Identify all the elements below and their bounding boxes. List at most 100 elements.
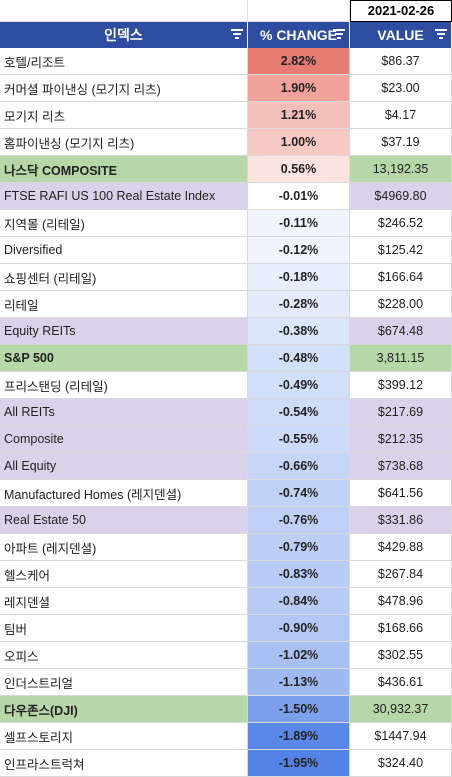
value-cell[interactable]: $641.56 xyxy=(350,480,452,506)
index-name-cell[interactable]: 지역몰 (리테일) xyxy=(0,210,248,236)
index-name-cell[interactable]: 쇼핑센터 (리테일) xyxy=(0,264,248,290)
value-cell[interactable]: $168.66 xyxy=(350,615,452,641)
table-row: 헬스케어 -0.83% $267.84 xyxy=(0,561,452,588)
header-row: 인덱스 % CHANGE VALUE xyxy=(0,22,452,48)
index-name-cell[interactable]: 레지덴셜 xyxy=(0,588,248,614)
change-cell[interactable]: -1.95% xyxy=(248,750,350,776)
index-name-cell[interactable]: 프리스탠딩 (리테일) xyxy=(0,372,248,398)
change-cell[interactable]: -0.90% xyxy=(248,615,350,641)
index-name-cell[interactable]: FTSE RAFI US 100 Real Estate Index xyxy=(0,183,248,209)
date-cell[interactable]: 2021-02-26 xyxy=(350,0,452,22)
value-cell[interactable]: $246.52 xyxy=(350,210,452,236)
change-cell[interactable]: -0.76% xyxy=(248,507,350,533)
table-row: Composite -0.55% $212.35 xyxy=(0,426,452,453)
change-cell[interactable]: -0.28% xyxy=(248,291,350,317)
index-name-cell[interactable]: 인더스트리얼 xyxy=(0,669,248,695)
value-cell[interactable]: $267.84 xyxy=(350,561,452,587)
change-cell[interactable]: -0.55% xyxy=(248,426,350,452)
filter-icon[interactable] xyxy=(231,29,243,41)
change-cell[interactable]: -0.54% xyxy=(248,399,350,425)
filter-icon[interactable] xyxy=(435,29,447,41)
value-cell[interactable]: $212.35 xyxy=(350,426,452,452)
header-change[interactable]: % CHANGE xyxy=(248,22,350,48)
change-cell[interactable]: -0.74% xyxy=(248,480,350,506)
table-row: S&P 500 -0.48% 3,811.15 xyxy=(0,345,452,372)
value-cell[interactable]: $217.69 xyxy=(350,399,452,425)
change-cell[interactable]: 0.56% xyxy=(248,156,350,182)
table-row: 다우존스(DJI) -1.50% 30,932.37 xyxy=(0,696,452,723)
value-cell[interactable]: $302.55 xyxy=(350,642,452,668)
change-cell[interactable]: -0.79% xyxy=(248,534,350,560)
index-name-cell[interactable]: 인프라스트럭쳐 xyxy=(0,750,248,776)
index-name-cell[interactable]: 리테일 xyxy=(0,291,248,317)
value-cell[interactable]: 3,811.15 xyxy=(350,345,452,371)
value-cell[interactable]: $399.12 xyxy=(350,372,452,398)
value-cell[interactable]: $674.48 xyxy=(350,318,452,344)
value-cell[interactable]: $429.88 xyxy=(350,534,452,560)
table-row: 홈파이낸싱 (모기지 리츠) 1.00% $37.19 xyxy=(0,129,452,156)
table-row: All REITs -0.54% $217.69 xyxy=(0,399,452,426)
change-cell[interactable]: 2.82% xyxy=(248,48,350,74)
value-cell[interactable]: $436.61 xyxy=(350,669,452,695)
filter-icon[interactable] xyxy=(333,29,345,41)
table-row: 팀버 -0.90% $168.66 xyxy=(0,615,452,642)
index-name-cell[interactable]: 팀버 xyxy=(0,615,248,641)
change-cell[interactable]: -0.84% xyxy=(248,588,350,614)
index-name-cell[interactable]: 홈파이낸싱 (모기지 리츠) xyxy=(0,129,248,155)
empty-cell[interactable] xyxy=(0,0,248,22)
change-cell[interactable]: -1.02% xyxy=(248,642,350,668)
change-cell[interactable]: 1.21% xyxy=(248,102,350,128)
change-cell[interactable]: -1.13% xyxy=(248,669,350,695)
value-cell[interactable]: $125.42 xyxy=(350,237,452,263)
change-cell[interactable]: 1.90% xyxy=(248,75,350,101)
value-cell[interactable]: $4.17 xyxy=(350,102,452,128)
header-value-label: VALUE xyxy=(377,27,424,43)
index-name-cell[interactable]: Real Estate 50 xyxy=(0,507,248,533)
index-name-cell[interactable]: 호텔/리조트 xyxy=(0,48,248,74)
index-name-cell[interactable]: 커머셜 파이낸싱 (모기지 리츠) xyxy=(0,75,248,101)
change-cell[interactable]: -0.11% xyxy=(248,210,350,236)
index-name-cell[interactable]: Manufactured Homes (레지덴셜) xyxy=(0,480,248,506)
change-cell[interactable]: 1.00% xyxy=(248,129,350,155)
change-cell[interactable]: -0.38% xyxy=(248,318,350,344)
change-cell[interactable]: -1.50% xyxy=(248,696,350,722)
value-cell[interactable]: $86.37 xyxy=(350,48,452,74)
header-change-label: % CHANGE xyxy=(259,27,337,43)
index-name-cell[interactable]: All REITs xyxy=(0,399,248,425)
index-name-cell[interactable]: All Equity xyxy=(0,453,248,479)
index-name-cell[interactable]: Composite xyxy=(0,426,248,452)
value-cell[interactable]: $1447.94 xyxy=(350,723,452,749)
index-name-cell[interactable]: Equity REITs xyxy=(0,318,248,344)
index-name-cell[interactable]: 나스닥 COMPOSITE xyxy=(0,156,248,182)
value-cell[interactable]: $478.96 xyxy=(350,588,452,614)
index-name-cell[interactable]: 모기지 리츠 xyxy=(0,102,248,128)
change-cell[interactable]: -0.66% xyxy=(248,453,350,479)
value-cell[interactable]: $23.00 xyxy=(350,75,452,101)
change-cell[interactable]: -0.18% xyxy=(248,264,350,290)
value-cell[interactable]: $738.68 xyxy=(350,453,452,479)
index-name-cell[interactable]: 아파트 (레지덴셜) xyxy=(0,534,248,560)
value-cell[interactable]: 30,932.37 xyxy=(350,696,452,722)
header-index[interactable]: 인덱스 xyxy=(0,22,248,48)
value-cell[interactable]: 13,192.35 xyxy=(350,156,452,182)
value-cell[interactable]: $228.00 xyxy=(350,291,452,317)
index-name-cell[interactable]: Diversified xyxy=(0,237,248,263)
index-name-cell[interactable]: 헬스케어 xyxy=(0,561,248,587)
index-name-cell[interactable]: 다우존스(DJI) xyxy=(0,696,248,722)
change-cell[interactable]: -0.49% xyxy=(248,372,350,398)
change-cell[interactable]: -0.12% xyxy=(248,237,350,263)
value-cell[interactable]: $166.64 xyxy=(350,264,452,290)
index-name-cell[interactable]: 오피스 xyxy=(0,642,248,668)
empty-cell[interactable] xyxy=(248,0,350,22)
index-name-cell[interactable]: 셀프스토리지 xyxy=(0,723,248,749)
value-cell[interactable]: $37.19 xyxy=(350,129,452,155)
change-cell[interactable]: -0.83% xyxy=(248,561,350,587)
header-value[interactable]: VALUE xyxy=(350,22,452,48)
index-name-cell[interactable]: S&P 500 xyxy=(0,345,248,371)
change-cell[interactable]: -0.48% xyxy=(248,345,350,371)
change-cell[interactable]: -0.01% xyxy=(248,183,350,209)
value-cell[interactable]: $324.40 xyxy=(350,750,452,776)
value-cell[interactable]: $331.86 xyxy=(350,507,452,533)
value-cell[interactable]: $4969.80 xyxy=(350,183,452,209)
change-cell[interactable]: -1.89% xyxy=(248,723,350,749)
